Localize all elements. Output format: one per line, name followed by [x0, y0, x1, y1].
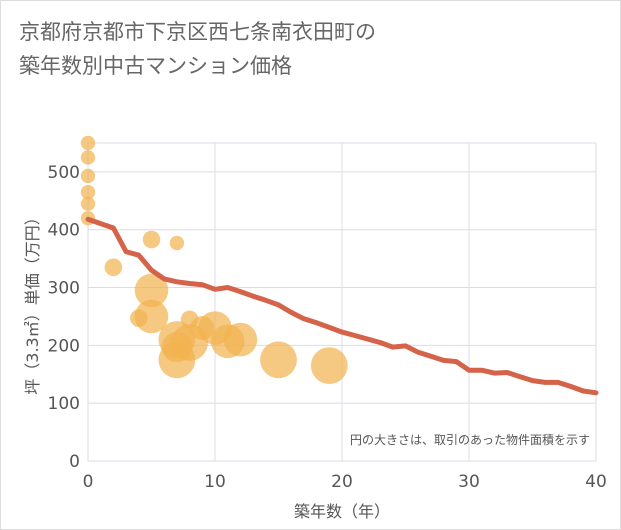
- bubble-point: [80, 150, 96, 165]
- y-tick-label: 500: [48, 163, 80, 183]
- bubble-point: [260, 341, 297, 379]
- x-tick-label: 30: [458, 472, 480, 492]
- bubble-point: [134, 273, 169, 308]
- trend-line-group: [85, 216, 599, 396]
- size-note: 円の大きさは、取引のあった物件面積を示す: [350, 432, 590, 447]
- y-axis-title: 坪（3.3㎡）単価（万円）: [23, 209, 42, 394]
- bubble-point: [134, 299, 169, 334]
- bubble-point: [223, 322, 258, 357]
- tick-labels: 0 100 200 300 400 500 0 10 20 30 40: [48, 163, 607, 492]
- x-axis-title: 築年数（年）: [294, 502, 390, 521]
- chart-title: 京都府京都市下京区西七条南衣田町の 築年数別中古マンション価格: [19, 15, 579, 83]
- y-tick-label: 300: [48, 279, 80, 299]
- bubble-point: [80, 168, 96, 184]
- bubble-point: [80, 196, 96, 211]
- y-tick-label: 200: [48, 336, 80, 356]
- bubble-point: [310, 347, 348, 384]
- y-tick-label: 0: [69, 452, 80, 472]
- y-tick-label: 400: [48, 221, 80, 241]
- grid: [87, 142, 597, 462]
- bubble-point: [80, 135, 96, 151]
- x-tick-label: 20: [331, 472, 353, 492]
- x-tick-label: 10: [204, 472, 226, 492]
- bubble-point: [169, 235, 185, 251]
- bubble-point: [142, 230, 161, 249]
- trend-line: [85, 216, 599, 396]
- bubbles: [80, 135, 348, 384]
- x-tick-label: 0: [83, 472, 94, 492]
- title-line-1: 京都府京都市下京区西七条南衣田町の: [19, 20, 376, 44]
- bubble-point: [80, 184, 96, 200]
- title-line-2: 築年数別中古マンション価格: [19, 54, 292, 78]
- y-tick-label: 100: [48, 394, 80, 414]
- x-tick-label: 40: [585, 472, 607, 492]
- bubble-point: [104, 258, 123, 277]
